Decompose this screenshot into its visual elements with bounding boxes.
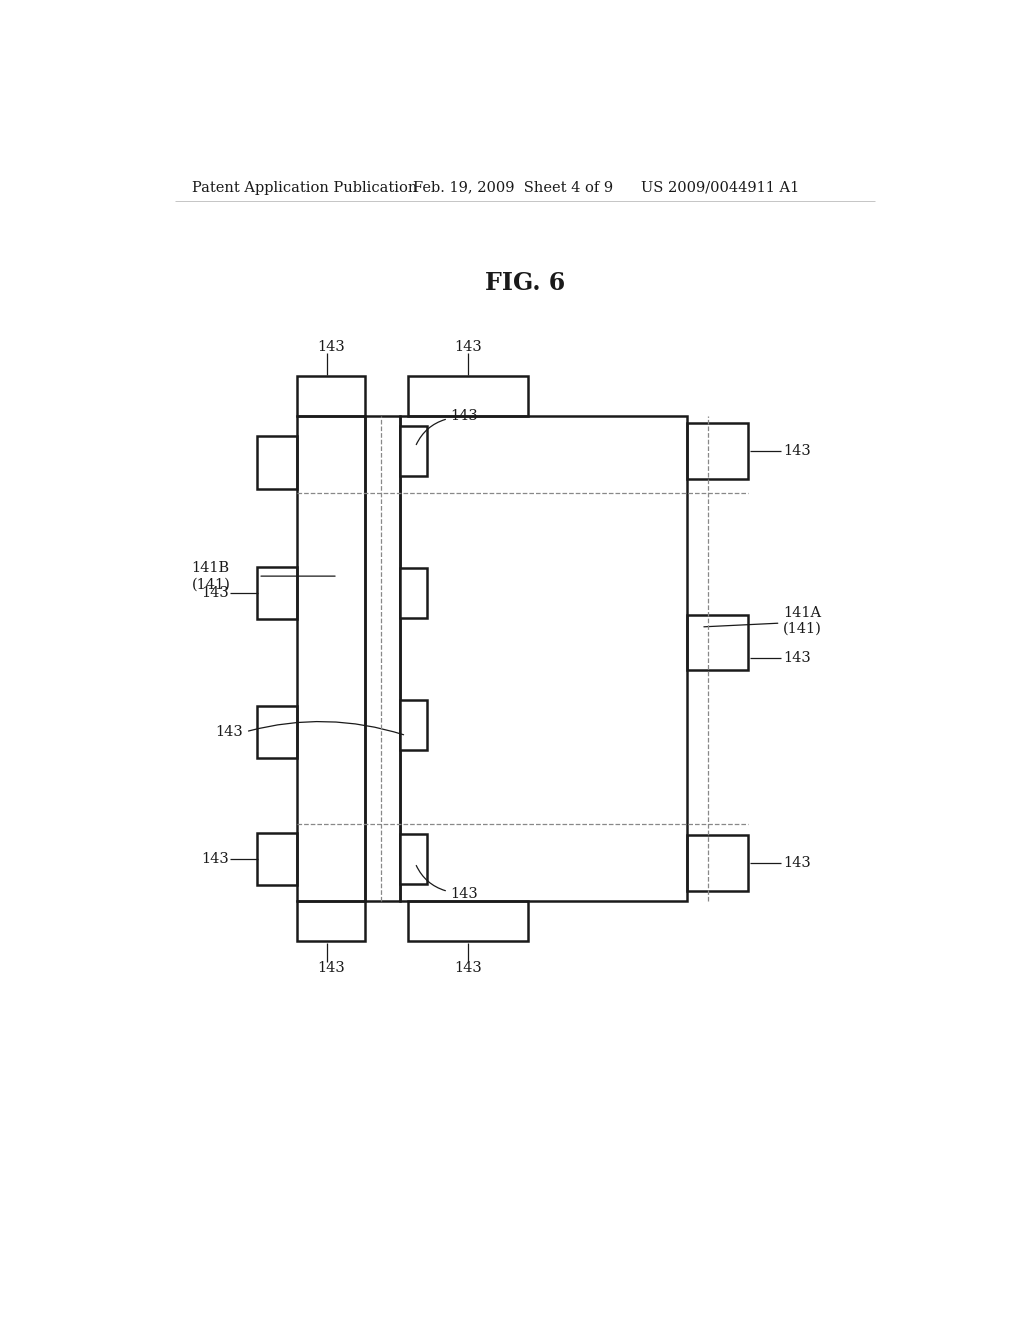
Text: 143: 143 <box>451 887 478 900</box>
Text: 141B
(141): 141B (141) <box>191 561 230 591</box>
Bar <box>400 426 427 477</box>
Text: 143: 143 <box>783 444 811 458</box>
Bar <box>366 416 400 902</box>
Text: 143: 143 <box>317 341 345 354</box>
FancyArrowPatch shape <box>417 866 445 891</box>
Bar <box>400 700 427 750</box>
Bar <box>687 424 748 479</box>
Bar <box>687 836 748 891</box>
Bar <box>297 376 366 416</box>
Text: 143: 143 <box>201 853 228 866</box>
Bar <box>297 902 366 941</box>
Text: 143: 143 <box>454 341 481 354</box>
Text: 143: 143 <box>201 586 228 599</box>
Bar <box>257 437 297 488</box>
Bar <box>400 416 687 902</box>
FancyArrowPatch shape <box>417 420 445 445</box>
Bar <box>257 566 297 619</box>
Text: 143: 143 <box>454 961 481 975</box>
FancyArrowPatch shape <box>249 722 403 735</box>
Text: US 2009/0044911 A1: US 2009/0044911 A1 <box>641 181 800 194</box>
Text: 143: 143 <box>451 409 478 424</box>
Text: 143: 143 <box>317 961 345 975</box>
Bar <box>257 706 297 758</box>
Text: 143: 143 <box>215 725 243 739</box>
Text: FIG. 6: FIG. 6 <box>484 271 565 296</box>
Bar <box>400 834 427 884</box>
Text: Patent Application Publication: Patent Application Publication <box>191 181 417 194</box>
Bar <box>257 833 297 886</box>
Text: 143: 143 <box>783 855 811 870</box>
FancyArrowPatch shape <box>703 623 778 627</box>
Bar <box>408 376 528 416</box>
Bar <box>400 568 427 618</box>
Bar <box>408 902 528 941</box>
Text: Feb. 19, 2009  Sheet 4 of 9: Feb. 19, 2009 Sheet 4 of 9 <box>414 181 613 194</box>
Text: 143: 143 <box>783 651 811 665</box>
Bar <box>687 615 748 671</box>
Bar <box>297 416 366 902</box>
Text: 141A
(141): 141A (141) <box>783 606 821 636</box>
